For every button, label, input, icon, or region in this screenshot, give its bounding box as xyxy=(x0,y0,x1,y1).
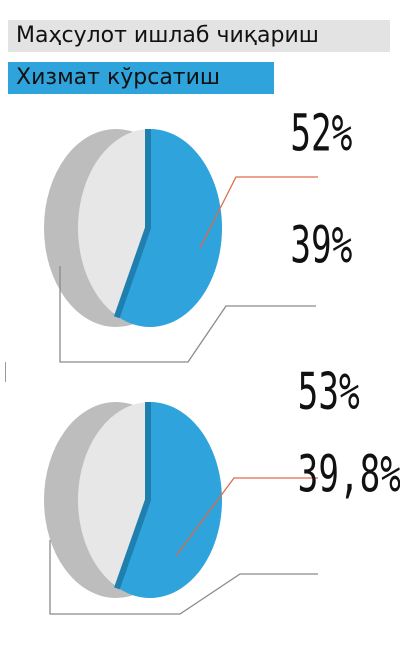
pie-2-leader-production xyxy=(49,540,318,615)
pie-2-leader-service xyxy=(175,477,318,557)
legend-item-production: Маҳсулот ишлаб чиқариш xyxy=(8,20,390,52)
pie-1-label-production: 39% xyxy=(290,217,352,276)
pie-1-slice-service xyxy=(118,129,222,327)
pie-2-label-production: 39,8% xyxy=(298,446,400,505)
pie-1-leader-production xyxy=(59,266,316,363)
legend-item-service: Хизмат кўрсатиш xyxy=(8,62,274,94)
pie-1-label-service: 52% xyxy=(290,105,352,164)
legend-label-production: Маҳсулот ишлаб чиқариш xyxy=(16,23,319,48)
pie-1-leader-service xyxy=(199,176,318,249)
pie-2-label-service: 53% xyxy=(298,363,360,422)
pie-1-slice-edge xyxy=(113,129,151,319)
small-tick-mark xyxy=(0,362,6,382)
legend-label-service: Хизмат кўрсатиш xyxy=(16,65,221,90)
pie-2-slice-service xyxy=(118,402,223,598)
pie-2-slice-edge xyxy=(114,402,151,590)
